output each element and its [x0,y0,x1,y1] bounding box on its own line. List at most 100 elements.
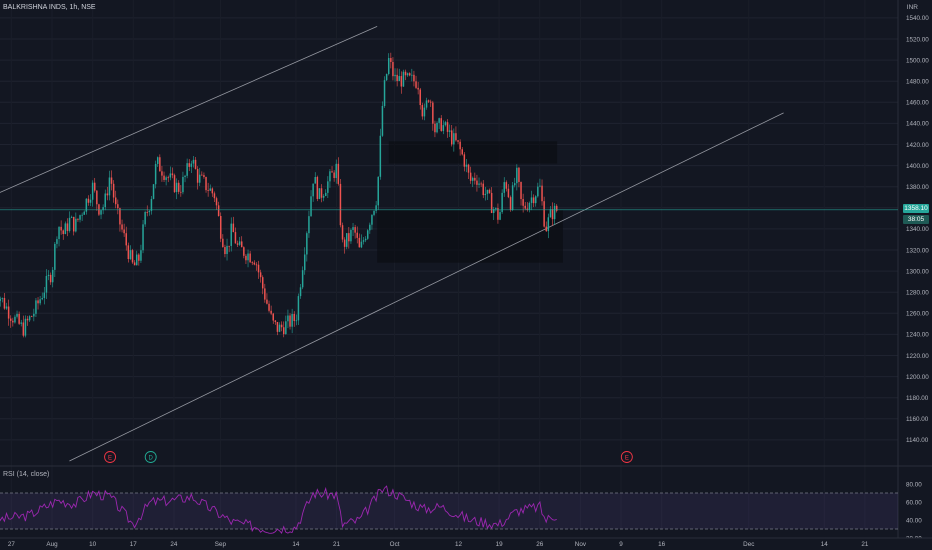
candle-body [287,315,289,322]
currency-label[interactable]: INR [906,4,918,11]
axes: 1540.001520.001500.001480.001460.001440.… [0,15,932,550]
time-tick-label: 10 [89,541,97,548]
candle-body [91,182,94,200]
candle-body [222,238,224,248]
candle-body [209,188,211,191]
candle-body [295,320,298,322]
candle-body [541,185,543,202]
candle-body [530,197,533,203]
candle-body [148,210,151,213]
candle-body [356,232,358,238]
candle-body [289,315,291,327]
candle-body [442,125,445,131]
candle-body [282,327,285,335]
candle-body [28,316,31,321]
candle-body [497,208,499,220]
countdown-tag: 38:05 [903,215,929,224]
zones [377,141,563,263]
time-tick-label: 14 [821,541,829,548]
rsi-tick-label: 40.00 [906,517,922,524]
candle-body [24,318,27,336]
candles [0,52,558,338]
candle-body [112,183,115,198]
candle-body [33,313,35,317]
trend-lines[interactable] [0,25,784,462]
candle-body [184,175,186,177]
candle-body [513,183,516,186]
candle-body [104,193,106,208]
time-tick-label: Nov [575,541,587,548]
candle-body [230,223,232,246]
rsi-tick-label: 80.00 [906,481,922,488]
candle-body [261,277,264,289]
candle-body [377,176,379,206]
candle-body [390,58,392,62]
rsi-label[interactable]: RSI (14, close) [3,471,50,478]
candle-body [30,316,33,318]
candle-body [348,233,350,242]
candle-body [127,245,130,259]
candle-body [455,133,457,141]
event-marker-icon [144,451,157,463]
price-tick-label: 1280.00 [906,290,929,297]
candle-body [440,118,442,131]
candle-body [49,274,52,283]
candle-body [43,292,46,299]
time-tick-label: 16 [658,541,666,548]
candle-body [446,122,449,132]
candle-body [322,195,325,198]
candle-body [51,269,54,283]
candle-body [350,229,352,242]
candle-body [234,232,237,244]
candle-body [114,197,117,205]
candle-body [268,303,270,311]
event-marker-label: E [625,455,629,461]
candle-body [56,239,58,244]
time-tick-label: 9 [619,541,623,548]
symbol-title[interactable]: BALKRISHNA INDS, 1h, NSE [3,4,96,11]
rsi-pane [0,485,898,534]
candle-body [257,264,260,273]
candle-body [543,201,545,227]
time-axis-bg [0,538,932,550]
candle-body [203,175,205,177]
candle-body [133,262,136,266]
candle-body [35,300,37,314]
candle-body [1,298,4,299]
candle-body [505,182,508,189]
candle-body [555,205,558,211]
candle-body [7,306,10,319]
candle-body [314,176,316,184]
time-tick-label: Oct [390,541,400,548]
candle-body [421,105,424,117]
candle-body [482,183,484,196]
price-tick-label: 1520.00 [906,36,929,43]
candle-body [236,243,239,245]
zone-box [377,209,563,263]
candle-body [396,74,398,82]
candle-body [516,167,518,184]
candle-body [186,163,188,176]
last-price-tag: 1358.10 [903,204,929,213]
candle-body [369,224,371,231]
candle-body [301,270,304,288]
candle-body [387,58,390,74]
candle-body [5,306,8,309]
candle-body [144,212,146,225]
candle-body [444,122,447,126]
price-tick-label: 1440.00 [906,121,929,128]
candle-body [142,224,144,251]
candle-body [198,174,201,183]
candle-body [551,209,554,220]
candle-body [465,164,468,167]
price-tick-label: 1260.00 [906,311,929,318]
candle-body [106,193,109,196]
candle-body [22,322,25,336]
candle-body [333,172,335,178]
candle-body [159,157,161,172]
price-tick-label: 1340.00 [906,226,929,233]
candle-body [161,171,163,176]
